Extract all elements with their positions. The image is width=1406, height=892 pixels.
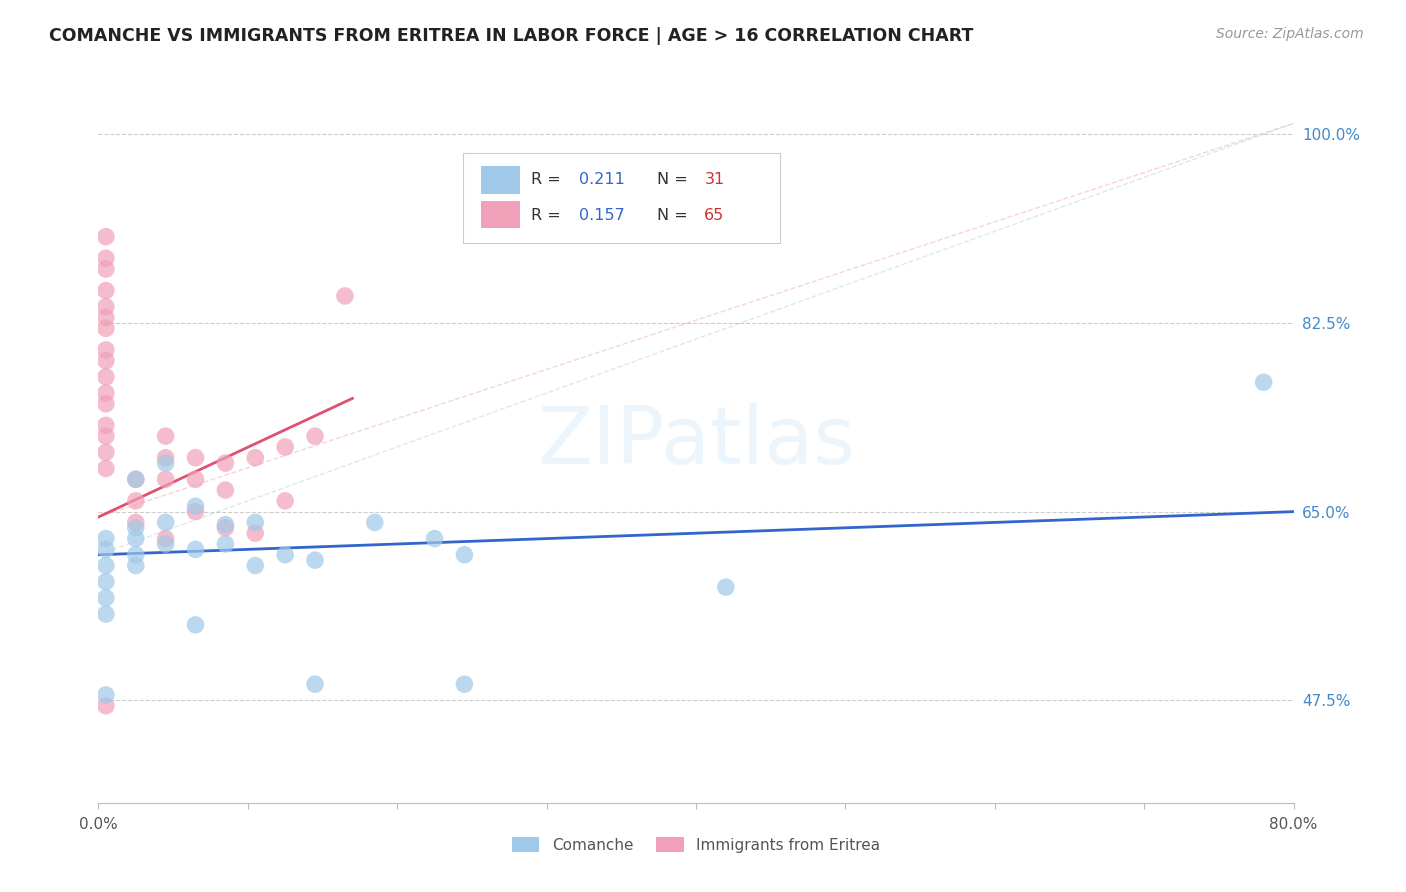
Point (304, 553, 326, 567)
Point (184, 542, 207, 557)
Text: 0.157: 0.157 (579, 208, 624, 223)
Point (94, 397, 117, 411)
Point (184, 500, 207, 514)
Point (714, 580, 737, 594)
Text: 65: 65 (704, 208, 724, 223)
Point (245, 516, 267, 530)
Point (125, 516, 148, 530)
Point (94, 229, 117, 244)
Point (155, 537, 177, 551)
Point (125, 532, 148, 546)
Point (94, 591, 117, 605)
Point (155, 450, 177, 465)
Point (94, 262, 117, 277)
Legend: Comanche, Immigrants from Eritrea: Comanche, Immigrants from Eritrea (505, 829, 887, 860)
Point (94, 251, 117, 265)
Point (94, 542, 117, 557)
Point (274, 493, 297, 508)
FancyBboxPatch shape (481, 166, 520, 194)
Point (125, 472, 148, 486)
Point (274, 548, 297, 562)
Point (214, 483, 236, 497)
Text: R =: R = (531, 208, 561, 223)
Point (214, 521, 236, 535)
Point (274, 440, 297, 454)
Text: N =: N = (657, 172, 688, 187)
Point (94, 532, 117, 546)
Point (453, 677, 475, 691)
Text: 0.211: 0.211 (579, 172, 624, 187)
Point (184, 472, 207, 486)
Text: COMANCHE VS IMMIGRANTS FROM ERITREA IN LABOR FORCE | AGE > 16 CORRELATION CHART: COMANCHE VS IMMIGRANTS FROM ERITREA IN L… (49, 27, 973, 45)
Point (94, 284, 117, 298)
Point (155, 472, 177, 486)
Point (423, 532, 446, 546)
Point (364, 516, 387, 530)
Point (125, 493, 148, 508)
Point (245, 558, 267, 573)
Point (333, 289, 356, 303)
Point (94, 558, 117, 573)
Point (214, 456, 236, 470)
Text: Source: ZipAtlas.com: Source: ZipAtlas.com (1216, 27, 1364, 41)
Point (184, 618, 207, 632)
Point (94, 445, 117, 459)
Point (125, 548, 148, 562)
FancyBboxPatch shape (463, 153, 780, 243)
Point (94, 386, 117, 401)
Point (94, 461, 117, 475)
Point (94, 698, 117, 713)
Point (94, 321, 117, 335)
Point (94, 418, 117, 433)
Point (155, 429, 177, 443)
Point (155, 532, 177, 546)
Point (184, 505, 207, 519)
Point (245, 526, 267, 541)
Point (94, 300, 117, 314)
Text: 31: 31 (704, 172, 724, 187)
Point (94, 343, 117, 357)
Point (304, 677, 326, 691)
Point (184, 450, 207, 465)
Point (245, 450, 267, 465)
FancyBboxPatch shape (481, 201, 520, 228)
Text: R =: R = (531, 172, 561, 187)
Point (125, 472, 148, 486)
Point (125, 521, 148, 535)
Point (214, 537, 236, 551)
Point (94, 607, 117, 621)
Point (94, 369, 117, 384)
Point (304, 429, 326, 443)
Point (453, 548, 475, 562)
Point (155, 456, 177, 470)
Point (94, 574, 117, 589)
Point (155, 516, 177, 530)
Text: N =: N = (657, 208, 688, 223)
Point (125, 558, 148, 573)
Point (94, 688, 117, 702)
Point (1253, 376, 1275, 390)
Point (214, 517, 236, 532)
Text: ZIPatlas: ZIPatlas (537, 402, 855, 481)
Point (94, 429, 117, 443)
Point (94, 353, 117, 368)
Point (94, 310, 117, 325)
